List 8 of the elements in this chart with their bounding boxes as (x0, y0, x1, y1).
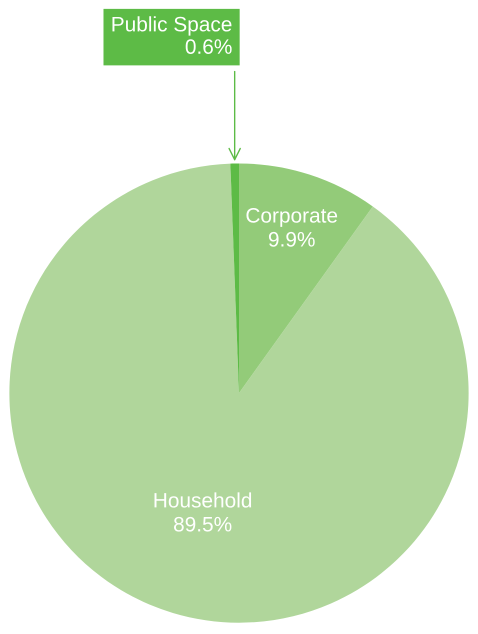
data-label: 89.5% (174, 516, 232, 532)
slice-label: Household (154, 492, 252, 508)
data-label: 0.6% (186, 39, 232, 54)
pie-slice (239, 163, 373, 394)
pie-slice (9, 164, 469, 623)
slice-label: Corporate (246, 208, 338, 227)
slice-label: Public Space (112, 16, 232, 36)
data-label: 9.9% (268, 232, 315, 247)
